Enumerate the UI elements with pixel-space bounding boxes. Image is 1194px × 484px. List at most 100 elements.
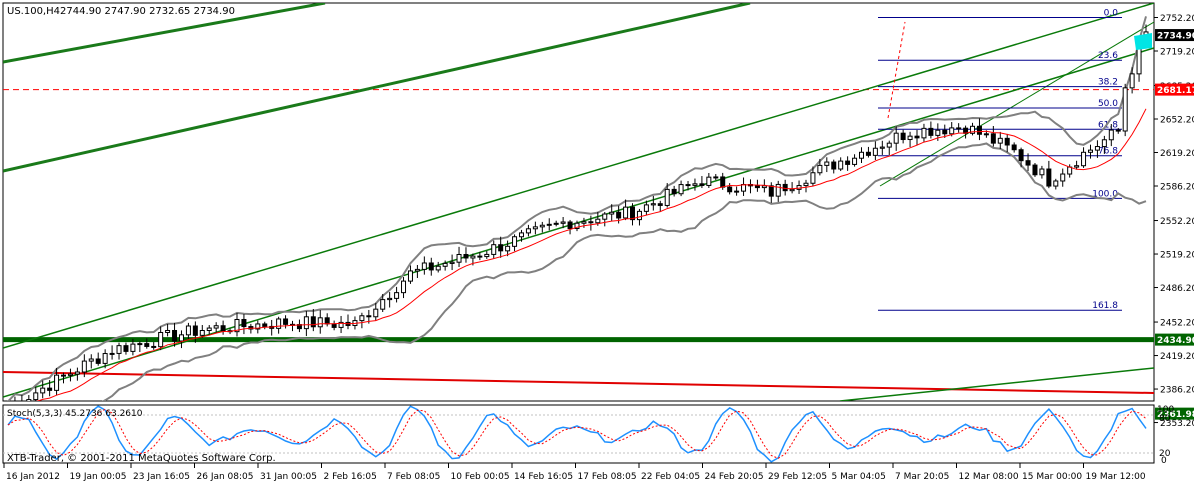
candle-body <box>636 210 642 221</box>
candle-body <box>754 185 760 189</box>
moving-average-line <box>36 108 1147 401</box>
candle-body <box>338 321 344 328</box>
price-label: 2434.90 <box>1157 336 1194 346</box>
time-tick-label: 31 Jan 00:05 <box>260 472 317 482</box>
candle-body <box>442 262 448 267</box>
fib-level-label: 0.0 <box>1104 9 1119 19</box>
candle-body <box>109 352 115 355</box>
candle-body <box>178 334 184 342</box>
candle-body <box>734 190 740 193</box>
candle-body <box>380 299 386 310</box>
price-tick-label: 2419.20 <box>1160 352 1194 362</box>
time-tick-label: 7 Feb 08:05 <box>387 472 440 482</box>
candle-body <box>650 203 656 206</box>
candle-body <box>1081 151 1087 167</box>
candle-body <box>1074 165 1080 168</box>
candle-body <box>172 329 178 342</box>
fib-level-label: 38.2 <box>1098 78 1118 88</box>
candle-body <box>782 183 788 192</box>
candle-body <box>824 161 830 166</box>
time-tick-label: 29 Feb 12:05 <box>768 472 827 482</box>
candle-body <box>262 323 268 327</box>
candle-body <box>414 268 420 272</box>
price-label: 2361.98 <box>1157 410 1194 420</box>
candle-body <box>685 184 691 187</box>
candle-body <box>768 185 774 197</box>
candle-body <box>303 316 309 330</box>
channel-line <box>3 371 1154 394</box>
candle-body <box>116 345 122 354</box>
stochastic-lines <box>7 405 1147 463</box>
time-tick-label: 12 Mar 08:00 <box>959 472 1019 482</box>
price-tick-label: 2752.20 <box>1160 14 1194 24</box>
candle-body <box>699 183 705 186</box>
candle-body <box>859 151 864 159</box>
candle-body <box>865 151 871 156</box>
fibonacci-retracement: 0.0 23.6 38.2 50.0 61.8 76.8 100.0 161.8 <box>878 9 1122 311</box>
time-tick-label: 16 Jan 2012 <box>6 472 60 482</box>
symbol-label: US.100,H4 <box>7 6 60 17</box>
candle-body <box>123 345 129 352</box>
candle-body <box>852 157 858 165</box>
price-label: 2681.17 <box>1157 86 1194 96</box>
candle-body <box>518 232 524 238</box>
candle-body <box>900 132 906 141</box>
fib-level-label: 76.8 <box>1098 147 1118 157</box>
price-tick-label: 2586.20 <box>1160 183 1194 193</box>
candle-body <box>706 176 712 186</box>
candle-body <box>213 325 219 329</box>
candle-body <box>185 325 191 336</box>
candle-body <box>997 137 1003 144</box>
candle-body <box>1046 168 1052 187</box>
candle-body <box>1094 146 1100 151</box>
candle-body <box>1115 129 1121 132</box>
candle-body <box>470 255 476 259</box>
time-tick-label: 7 Mar 20:05 <box>895 472 949 482</box>
candle-body <box>401 280 407 294</box>
candle-body <box>26 399 32 401</box>
candle-body <box>907 135 913 141</box>
stoch-label: Stoch(5,3,3) 45.2736 63.2610 <box>7 409 143 419</box>
candle-body <box>324 317 330 325</box>
candle-body <box>553 222 559 225</box>
channel-line <box>839 367 1154 401</box>
candle-body <box>1011 144 1017 151</box>
candle-body <box>810 172 816 184</box>
candle-body <box>727 186 733 193</box>
candle-body <box>581 221 587 224</box>
fib-level-label: 50.0 <box>1098 99 1118 109</box>
channel-line <box>879 21 1154 187</box>
candle-body <box>1129 73 1135 89</box>
candle-body <box>130 343 136 352</box>
candle-body <box>491 244 497 255</box>
highlight-marker <box>1134 33 1152 50</box>
candle-body <box>428 262 434 271</box>
fib-level-label: 100.0 <box>1092 189 1118 199</box>
candle-body <box>158 331 164 348</box>
candle-body <box>630 206 636 221</box>
candle-body <box>574 222 580 230</box>
fib-trend-line <box>887 21 906 119</box>
price-label: 2734.90 <box>1157 32 1194 42</box>
candle-body <box>137 343 143 346</box>
time-tick-label: 17 Feb 08:05 <box>578 472 637 482</box>
price-label-box <box>1155 83 1194 96</box>
candle-body <box>81 360 87 373</box>
price-tick-label: 2519.20 <box>1160 251 1194 261</box>
candle-body <box>539 224 545 228</box>
candle-body <box>720 176 726 188</box>
candle-body <box>928 127 934 136</box>
time-tick-label: 5 Mar 04:05 <box>832 472 886 482</box>
candle-body <box>241 318 247 328</box>
candle-body <box>421 262 427 270</box>
candle-body <box>331 323 337 328</box>
candle-body <box>643 204 649 212</box>
bollinger-upper <box>7 16 1147 401</box>
candle-body <box>671 188 677 195</box>
candle-body <box>886 142 892 148</box>
candle-body <box>456 253 462 263</box>
candle-body <box>359 315 365 322</box>
candle-body <box>1039 168 1045 176</box>
candle-body <box>588 221 594 224</box>
